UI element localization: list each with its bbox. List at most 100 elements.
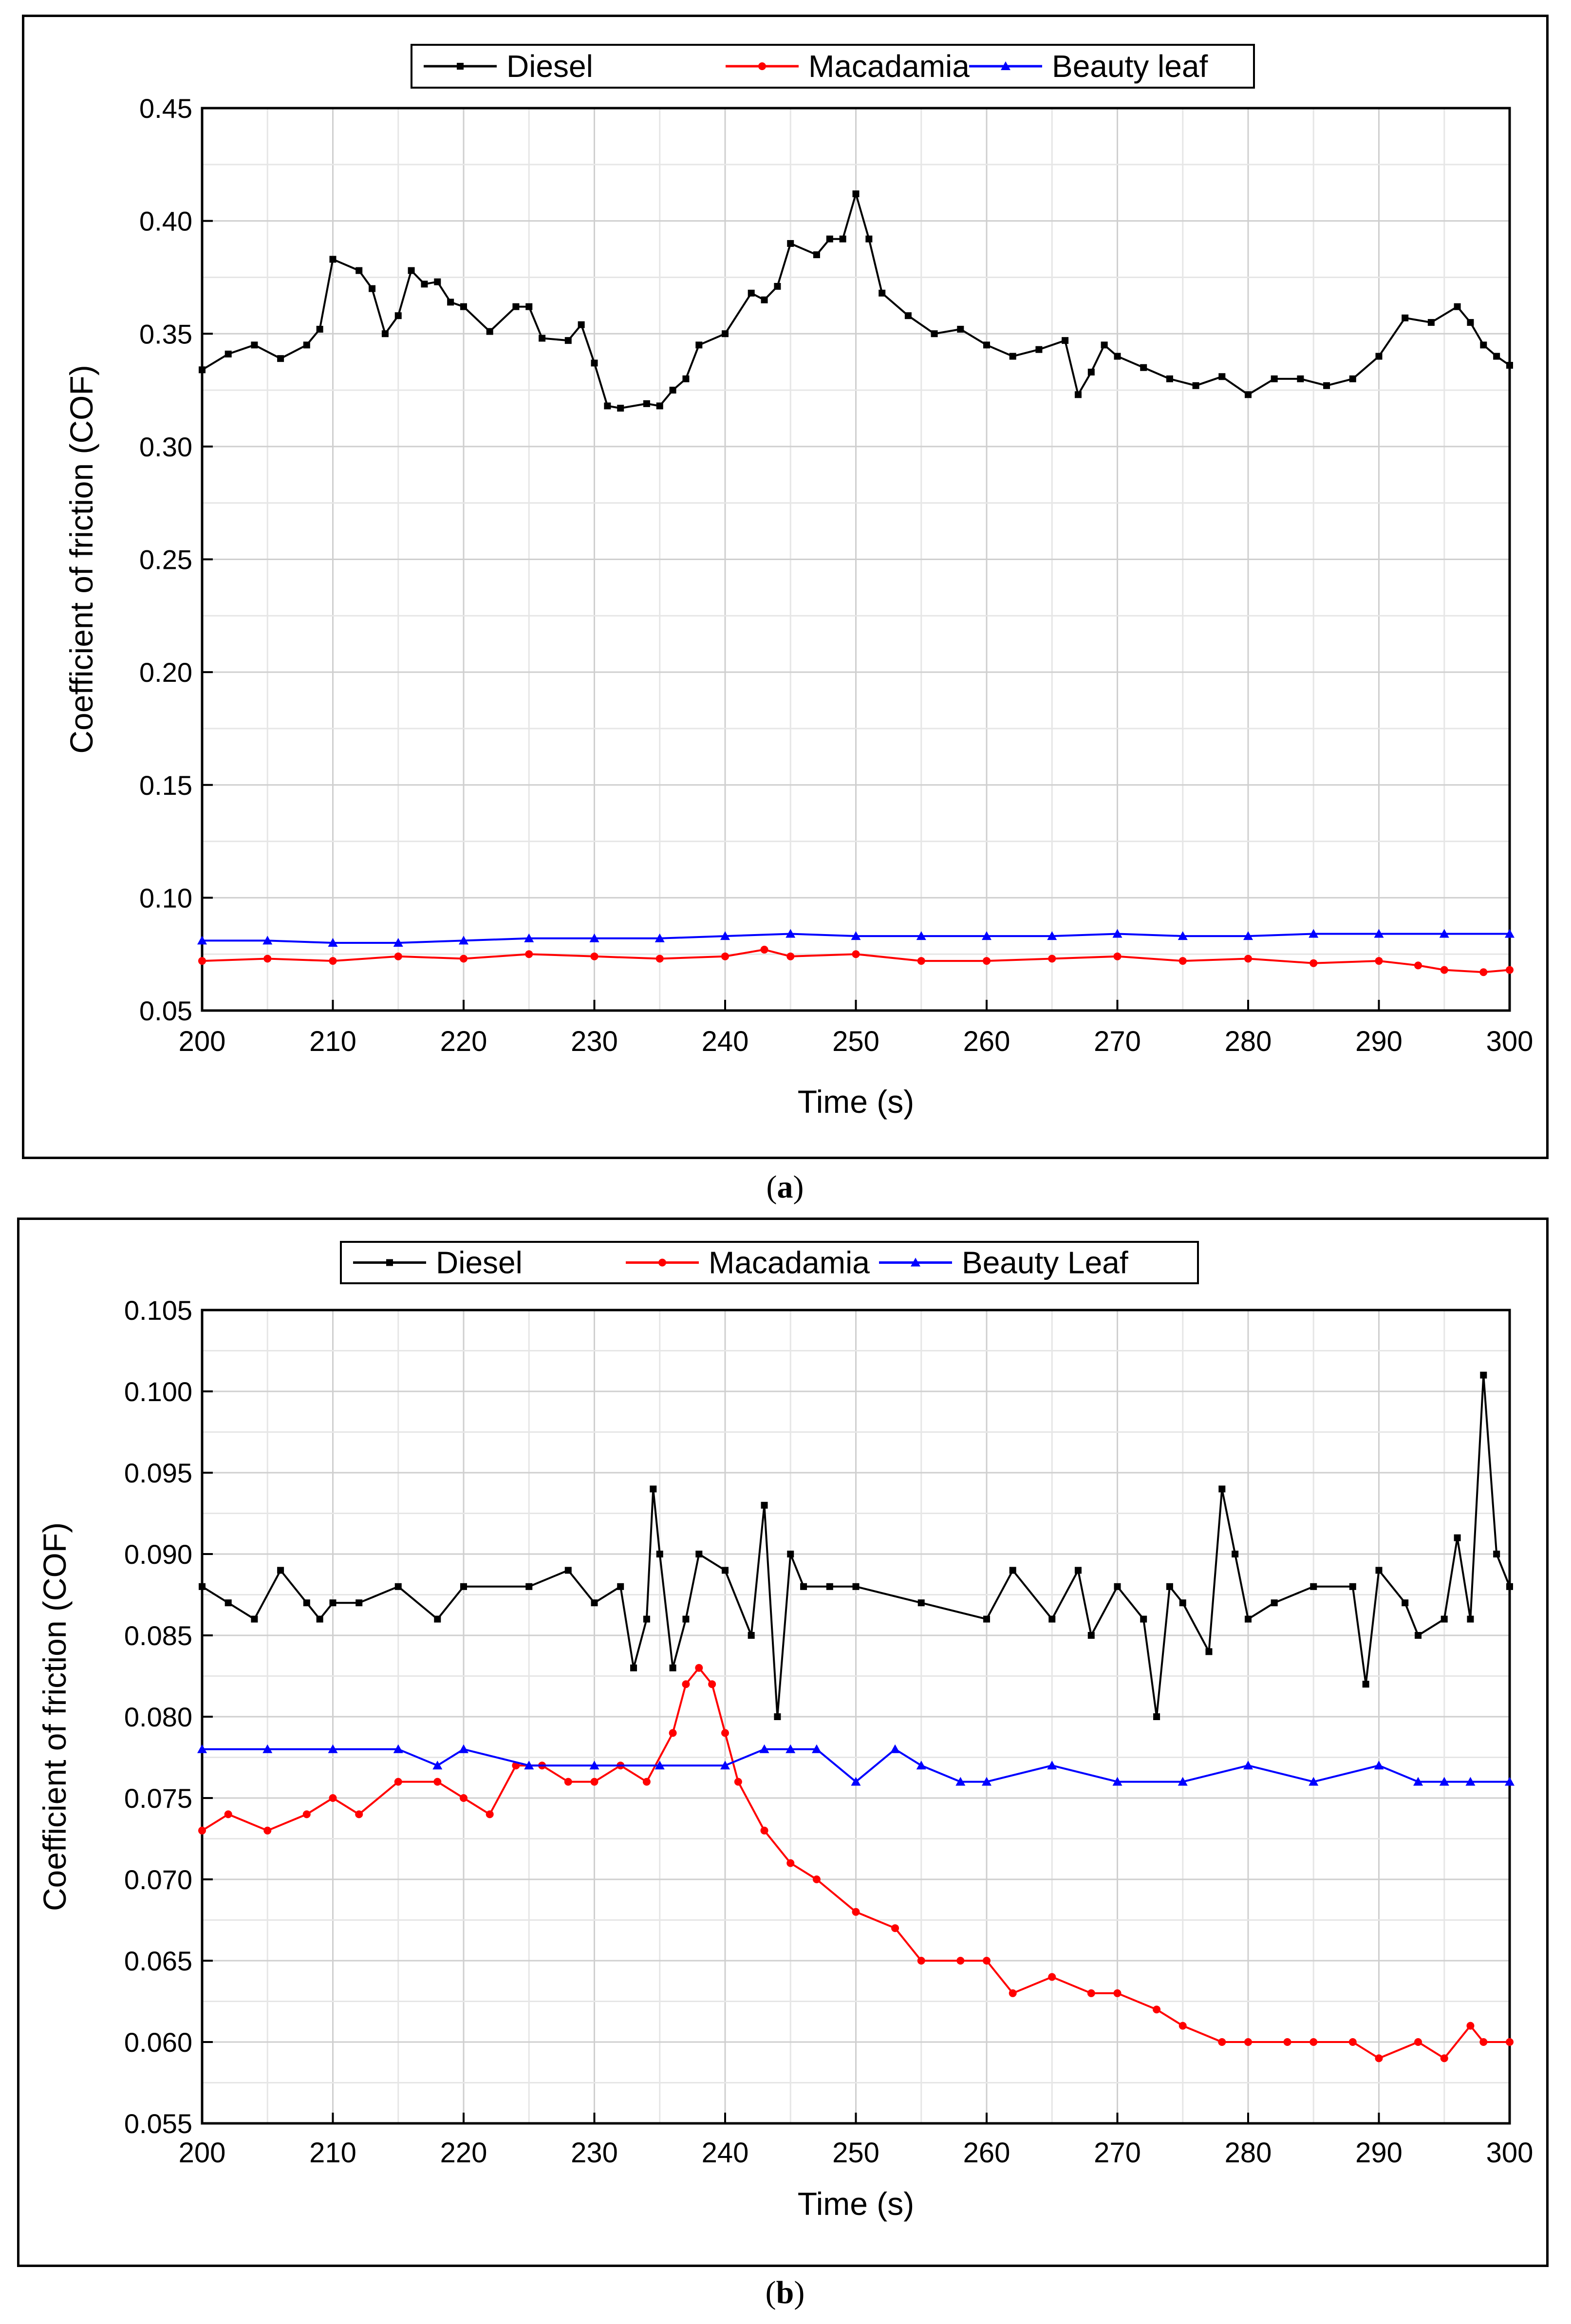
panel-a-series-diesel-point [1062,337,1069,344]
panel-a-series-beauty-leaf-point [1112,929,1122,938]
panel-a-series-diesel-point [1035,346,1043,353]
panel-b-series-macadamia-point [1113,1989,1122,1997]
panel-a-frame [22,15,1549,1159]
panel-a-series-macadamia-point [394,952,402,960]
panel-a-series-diesel-point [1454,303,1461,310]
panel-b-series-diesel-point [591,1599,598,1607]
panel-b-series-diesel-point [1232,1551,1239,1557]
panel-a-series-diesel-point [512,303,520,310]
panel-a-x-tick-label: 230 [571,1026,618,1057]
panel-b-series-diesel-point [852,1583,860,1590]
panel-b-series-macadamia-point [1440,2054,1448,2062]
panel-a-series-diesel-point [564,337,572,344]
panel-a-series-diesel-point [1166,375,1173,382]
panel-b-y-tick-label: 0.080 [124,1702,192,1732]
panel-a-y-tick-label: 0.20 [139,657,192,688]
panel-b-series-macadamia-point [1178,2022,1187,2030]
panel-b-series-macadamia-point [263,1826,272,1835]
panel-b-series-macadamia-point [1244,2038,1252,2046]
panel-b-series-beauty-leaf-point [197,1744,207,1753]
panel-a-y-tick-label: 0.05 [139,995,192,1026]
panel-b-series-beauty-leaf-point [955,1777,966,1786]
panel-a-series-diesel-point [434,278,441,285]
panel-b-series-beauty-leaf-point [589,1761,599,1770]
panel-a-series-diesel-point [1087,369,1095,376]
panel-a-series-macadamia-point [1414,961,1422,970]
panel-b-series-macadamia-point [460,1794,468,1802]
panel-b-series-macadamia-point [198,1826,206,1835]
panel-b-series-macadamia-point [486,1810,494,1818]
panel-b-series-beauty-leaf-point [851,1777,861,1786]
panel-a-series-diesel-point [1402,314,1409,321]
panel-a-series-diesel-point [591,359,598,367]
panel-a-series-diesel-point [355,267,363,274]
panel-a-y-tick-label: 0.45 [139,93,192,124]
panel-a-series-diesel-point [826,235,833,243]
panel-b-y-axis-title: Coefficient of friction (COF) [37,1522,73,1911]
panel-b-series-diesel-point [1375,1567,1383,1574]
panel-a-series-diesel-point [904,312,912,319]
panel-b-series-macadamia-point [695,1664,703,1672]
panel-b-series-macadamia-point [224,1810,232,1818]
panel-a-series-diesel-point [669,387,676,394]
panel-b-series-diesel-point [1362,1681,1369,1688]
panel-a-series-diesel-point [303,341,310,349]
panel-b-series-macadamia-point [329,1794,337,1802]
panel-b-series-diesel-point [460,1583,467,1590]
panel-a-series-macadamia-point [263,955,272,963]
panel-b-series-macadamia-point [1048,1973,1056,1981]
panel-b-x-tick-label: 290 [1355,2137,1403,2169]
panel-a-series-diesel-point [617,405,624,412]
panel-b-x-tick-label: 200 [179,2137,226,2169]
panel-a-series-beauty-leaf-point [1047,931,1057,940]
panel-b-series-beauty-leaf-point [1465,1777,1476,1786]
panel-a-series-beauty-leaf-point [197,936,207,945]
panel-a-series-beauty-leaf-point [1374,929,1384,938]
panel-a-x-tick-label: 250 [832,1026,879,1057]
panel-a-series-diesel-point [787,240,794,247]
panel-a-series-diesel-point [656,402,663,410]
panel-a-series-macadamia-point [1178,957,1187,965]
panel-b-series-diesel-point [1114,1583,1121,1590]
panel-b-series-diesel-point [669,1664,676,1671]
panel-b-series-diesel-point [617,1583,624,1590]
panel-b-y-tick-label: 0.095 [124,1458,192,1488]
panel-b-series-macadamia-point [786,1859,795,1867]
panel-b-series-diesel-point [525,1583,533,1590]
panel-b-series-diesel-point [826,1583,833,1590]
panel-a-series-macadamia-point [1309,959,1318,967]
panel-b-series-beauty-leaf-point [1047,1761,1057,1770]
panel-b-x-tick-label: 240 [702,2137,749,2169]
panel-a-series-beauty-leaf-point [1439,929,1449,938]
panel-b-x-tick-label: 300 [1486,2137,1534,2169]
panel-b-series-macadamia-point [891,1924,899,1932]
panel-b-series-macadamia-point [1348,2038,1357,2046]
panel-b-series-diesel-point [1140,1615,1147,1623]
panel-a-legend-macadamia-marker [758,62,766,70]
panel-a-series-diesel-point [224,350,232,357]
panel-b-series-diesel-point [1166,1583,1173,1590]
panel-b-series-diesel-point [316,1615,323,1623]
panel-a-series-macadamia-point [1479,968,1488,976]
panel-a-series-beauty-leaf-point [589,933,599,942]
panel-b-series-macadamia-point [355,1810,363,1818]
panel-b-series-diesel-point [1271,1599,1278,1607]
panel-b-series-diesel-point [1349,1583,1356,1590]
panel-b-y-tick-label: 0.075 [124,1783,192,1814]
panel-b-series-macadamia-point [1375,2054,1383,2062]
panel-a-series-beauty-leaf-point [262,936,273,945]
panel-a-series-macadamia-point [525,950,533,958]
panel-a-series-diesel-point [761,296,768,303]
panel-b-series-macadamia-point [812,1875,821,1883]
panel-b-series-macadamia-point [669,1729,677,1737]
panel-a-series-diesel-point [1245,391,1252,398]
panel-b-series-beauty-leaf-point [759,1744,769,1753]
panel-a-series-diesel-point [957,325,964,333]
panel-b-y-tick-label: 0.060 [124,2027,192,2058]
panel-b-x-tick-label: 230 [571,2137,618,2169]
panel-a-x-tick-label: 200 [179,1026,226,1057]
panel-b-y-tick-label: 0.055 [124,2108,192,2139]
panel-a-series-diesel-point [983,341,990,349]
panel-b-x-axis-title: Time (s) [798,2186,915,2222]
panel-b-series-diesel-point [748,1632,755,1639]
